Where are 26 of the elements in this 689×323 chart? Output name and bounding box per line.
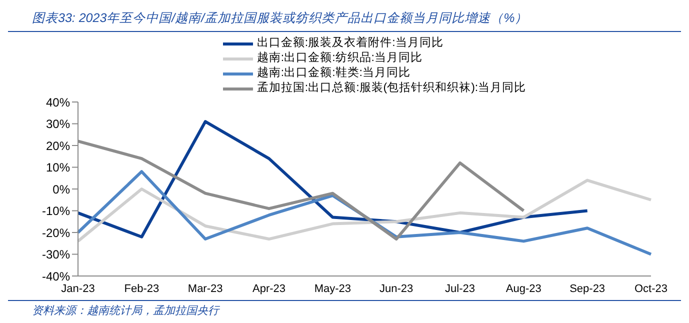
line-series: [76, 178, 652, 243]
legend-label: 出口金额:服装及衣着附件:当月同比: [256, 36, 444, 51]
x-tick-label: Jan-23: [61, 282, 95, 295]
text: 资料来源：越南统计局，孟加拉国央行: [8, 300, 681, 318]
y-tick-label: 40%: [46, 95, 70, 110]
y-tick-label: -40%: [42, 269, 70, 284]
legend-label: 越南:出口金额:鞋类:当月同比: [256, 66, 410, 81]
x-tick-label: Jun-23: [380, 282, 414, 295]
x-tick-label: Oct-23: [634, 282, 668, 295]
y-tick-label: -30%: [42, 248, 70, 262]
y-tick-label: 20%: [46, 138, 70, 153]
legend-label: 越南:出口金额:纺织品:当月同比: [256, 51, 422, 66]
y-tick-label: -10%: [42, 204, 70, 218]
x-tick-label: Mar-23: [188, 282, 223, 295]
y-tick-label: 10%: [46, 160, 70, 175]
y-tick-label: 0%: [52, 182, 70, 196]
y-tick-label: 30%: [46, 117, 70, 132]
x-tick-label: May-23: [314, 282, 352, 295]
legend-label: 孟加拉国:出口总额:服装(包括针织和织袜):当月同比: [256, 81, 526, 96]
y-tick-label: -20%: [42, 226, 70, 240]
x-tick-label: Apr-23: [252, 282, 286, 295]
x-tick-label: Aug-23: [506, 282, 542, 295]
x-tick-label: Sep-23: [570, 282, 606, 295]
x-tick-label: Feb-23: [124, 282, 160, 295]
x-tick-label: Jul-23: [445, 282, 475, 295]
chart-title: 图表33: 2023年至今中国/越南/孟加拉国服装或纺织类产品出口金额当月同比增速（%）: [8, 8, 681, 32]
